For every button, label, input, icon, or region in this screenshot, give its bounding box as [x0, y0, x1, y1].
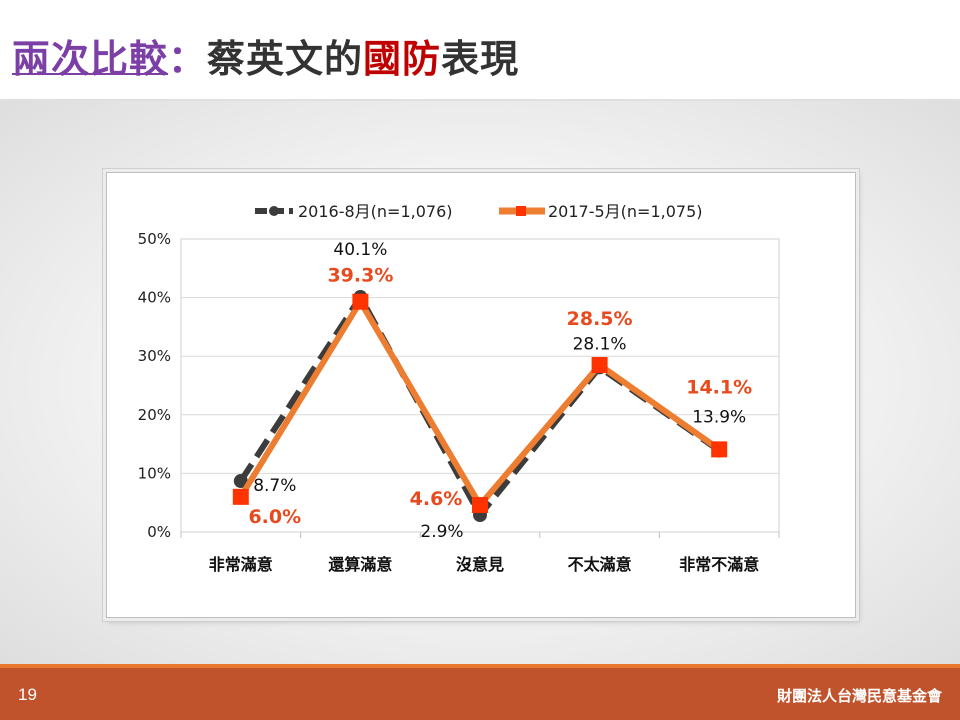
y-tick-label: 30%: [138, 347, 171, 365]
y-tick-label: 0%: [147, 523, 171, 541]
series-point-2017: [711, 441, 728, 458]
data-label-2017: 4.6%: [410, 488, 463, 510]
legend-marker-2017: [516, 206, 526, 216]
x-tick-label: 還算滿意: [328, 555, 392, 574]
data-label-2017: 39.3%: [327, 265, 393, 287]
legend-marker-2016: [269, 206, 279, 216]
title-divider: [0, 99, 960, 101]
data-label-2016: 40.1%: [333, 240, 387, 260]
y-tick-label: 20%: [138, 406, 171, 424]
data-label-2016: 8.7%: [253, 476, 296, 496]
series-point-2017: [352, 293, 369, 310]
x-tick-label: 不太滿意: [568, 555, 632, 574]
y-tick-label: 10%: [138, 464, 171, 482]
title-colon: ：: [168, 37, 208, 81]
data-label-2017: 6.0%: [248, 506, 301, 528]
title-part2: 蔡英文的: [207, 37, 364, 81]
footer-bar: 19 財團法人台灣民意基金會: [0, 664, 960, 720]
chart-frame: 0% 10% 20% 30% 40% 50% 非常滿意 還算滿意 沒意見 不太滿意 非常不滿意 8.7…: [106, 172, 856, 618]
title-accent: 國防: [363, 37, 442, 81]
data-label-2017: 14.1%: [686, 376, 752, 398]
series-line-2016: [238, 294, 721, 519]
series-point-2017: [591, 356, 608, 373]
legend-label-2016: 2016-8月(n=1,076): [298, 202, 453, 221]
data-label-2017: 28.5%: [567, 308, 633, 330]
x-tick-label: 非常滿意: [209, 555, 273, 574]
y-tick-label: 40%: [138, 289, 171, 307]
page-number: 19: [18, 685, 37, 704]
x-tick-label: 沒意見: [456, 555, 504, 574]
title-bar: 兩次比較：蔡英文的國防表現: [0, 0, 960, 100]
plot-area: [180, 238, 780, 533]
data-label-2016: 2.9%: [420, 522, 463, 542]
x-tick-label: 非常不滿意: [679, 555, 759, 574]
series-line-2017: [238, 298, 721, 509]
slide-title: 兩次比較：蔡英文的國防表現: [12, 28, 519, 83]
series-point-2016: [233, 474, 248, 489]
legend-label-2017: 2017-5月(n=1,075): [548, 202, 703, 221]
title-part3: 表現: [441, 37, 520, 81]
data-label-2016: 28.1%: [573, 334, 627, 354]
line-chart: 0% 10% 20% 30% 40% 50% 非常滿意 還算滿意 沒意見 不太滿意 非常不滿意 8.7…: [138, 202, 780, 574]
y-tick-label: 50%: [138, 230, 171, 248]
series-point-2017: [472, 497, 488, 514]
organization-name: 財團法人台灣民意基金會: [776, 687, 942, 705]
data-label-2016: 13.9%: [692, 408, 746, 428]
title-part1: 兩次比較: [12, 37, 169, 81]
series-point-2017: [232, 488, 249, 505]
